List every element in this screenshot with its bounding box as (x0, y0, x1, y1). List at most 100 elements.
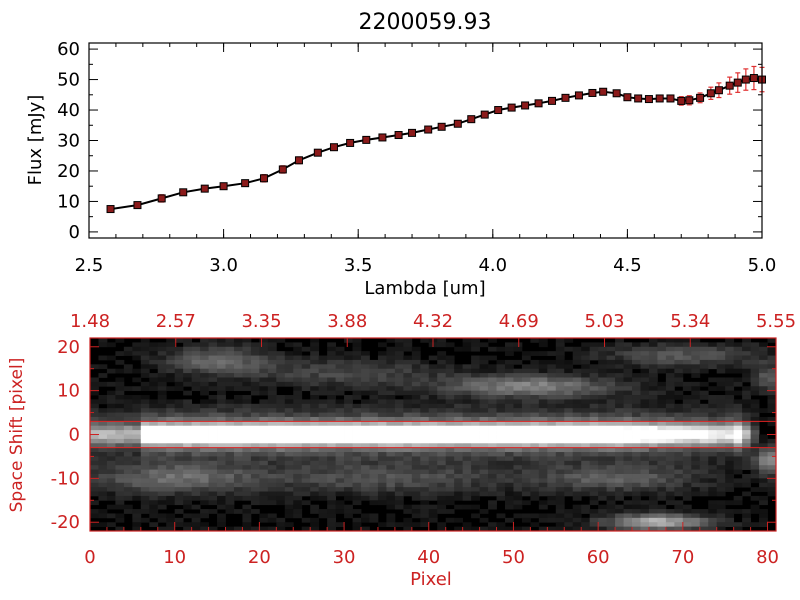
image-y-tick-label: -10 (51, 468, 80, 489)
image-pixel (267, 452, 277, 457)
image-pixel (377, 359, 387, 365)
image-pixel (90, 522, 99, 528)
image-pixel (361, 430, 370, 435)
image-pixel (166, 491, 176, 497)
image-pixel (513, 513, 523, 519)
image-pixel (479, 381, 489, 387)
image-pixel (276, 373, 286, 378)
image-pixel (530, 421, 540, 427)
image-pixel (267, 438, 277, 444)
image-pixel (403, 491, 413, 497)
image-pixel (233, 399, 243, 405)
image-pixel (767, 390, 777, 396)
image-pixel (361, 513, 370, 519)
image-pixel (606, 346, 616, 352)
image-pixel (344, 364, 353, 370)
image-pixel (640, 386, 650, 392)
image-pixel (632, 443, 641, 449)
image-pixel (691, 421, 701, 427)
image-pixel (682, 368, 692, 374)
image-pixel (369, 399, 379, 405)
image-pixel (750, 342, 760, 348)
image-pixel (759, 460, 768, 466)
image-pixel (699, 412, 709, 418)
image-pixel (496, 377, 506, 383)
image-pixel (488, 381, 497, 387)
image-pixel (640, 456, 650, 462)
image-pixel (276, 377, 286, 383)
image-pixel (310, 478, 320, 484)
image-pixel (284, 469, 294, 475)
image-pixel (123, 509, 133, 514)
image-pixel (225, 478, 235, 484)
image-pixel (225, 351, 235, 356)
image-pixel (589, 421, 599, 427)
image-pixel (742, 447, 751, 453)
image-pixel (352, 342, 362, 348)
image-pixel (699, 452, 709, 457)
image-pixel (598, 421, 608, 427)
image-pixel (479, 460, 489, 466)
image-pixel (369, 430, 379, 435)
image-pixel (691, 526, 701, 532)
image-pixel (437, 355, 447, 361)
image-pixel (530, 491, 540, 497)
image-pixel (267, 364, 277, 370)
image-pixel (208, 430, 218, 435)
image-pixel (327, 452, 337, 457)
image-pixel (132, 465, 142, 470)
image-pixel (411, 469, 421, 475)
image-pixel (157, 412, 167, 418)
image-pixel (225, 346, 235, 352)
image-pixel (132, 513, 142, 519)
image-pixel (674, 430, 684, 435)
image-pixel (149, 403, 159, 409)
image-pixel (547, 381, 557, 387)
image-pixel (115, 399, 125, 405)
image-pixel (140, 338, 150, 343)
spectrum-image (90, 338, 777, 532)
image-pixel (149, 513, 159, 519)
image-pixel (640, 482, 650, 488)
image-pixel (555, 491, 565, 497)
image-pixel (115, 500, 125, 506)
image-pixel (496, 416, 506, 422)
image-pixel (691, 399, 701, 405)
image-pixel (572, 395, 582, 400)
image-pixel (428, 386, 438, 392)
image-pixel (318, 460, 328, 466)
data-point (241, 179, 250, 188)
image-pixel (589, 368, 599, 374)
image-pixel (98, 430, 108, 435)
image-pixel (615, 526, 624, 532)
image-pixel (310, 368, 320, 374)
spectrum-x-tick-label: 4.0 (478, 255, 507, 276)
image-pixel (606, 412, 616, 418)
image-pixel (589, 447, 599, 453)
image-pixel (106, 342, 116, 348)
image-pixel (225, 359, 235, 365)
image-pixel (733, 359, 743, 365)
image-pixel (742, 368, 751, 374)
image-pixel (623, 346, 633, 352)
image-pixel (191, 487, 201, 492)
image-pixel (725, 460, 735, 466)
image-pixel (90, 421, 99, 427)
image-pixel (589, 351, 599, 356)
image-pixel (386, 355, 396, 361)
image-pixel (217, 381, 226, 387)
image-pixel (488, 368, 497, 374)
image-pixel (530, 399, 540, 405)
image-pixel (327, 412, 337, 418)
image-pixel (504, 434, 514, 440)
image-pixel (106, 390, 116, 396)
image-pixel (530, 460, 540, 466)
image-pixel (149, 522, 159, 528)
image-pixel (513, 478, 523, 484)
image-pixel (555, 395, 565, 400)
image-pixel (454, 482, 464, 488)
image-pixel (572, 482, 582, 488)
image-pixel (496, 359, 506, 365)
image-pixel (394, 465, 404, 470)
image-pixel (606, 500, 616, 506)
